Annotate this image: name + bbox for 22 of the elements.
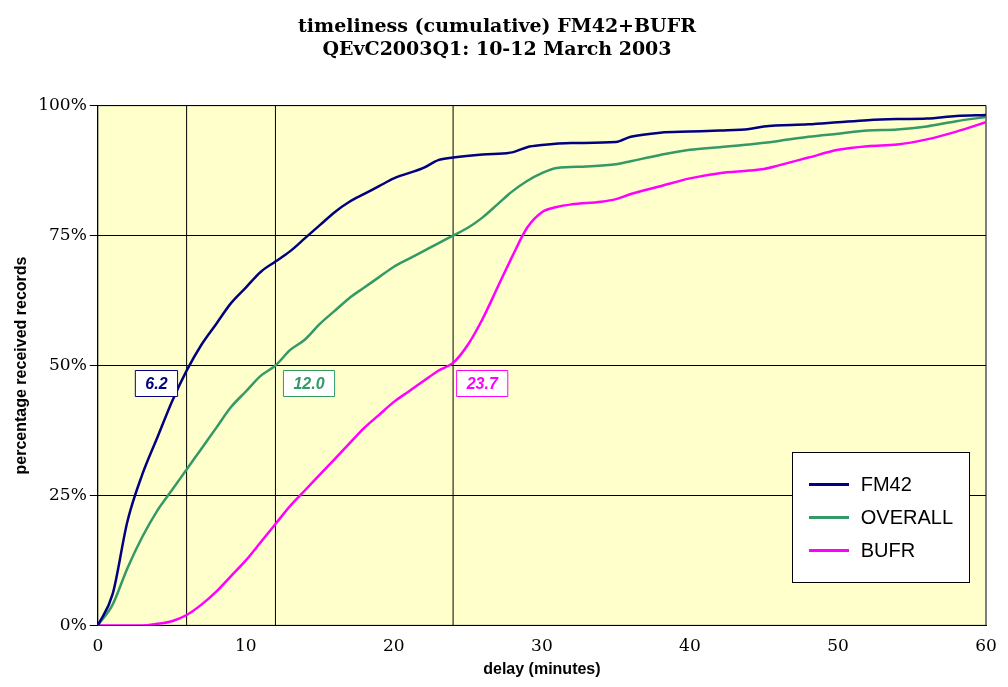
y-tick-label: 25% [49,483,87,504]
annotation: 23.7 [465,374,499,392]
y-tick-label: 0% [59,613,87,634]
x-tick-label: 50 [827,635,849,656]
legend-label: OVERALL [860,506,953,529]
x-tick-label: 40 [679,635,701,656]
annotation: 6.2 [145,374,168,392]
legend-label: BUFR [860,539,916,562]
y-tick-label: 100% [38,94,87,115]
annotation: 12.0 [293,374,325,392]
x-tick-label: 20 [383,635,405,656]
chart-title: timeliness (cumulative) FM42+BUFR [298,14,697,37]
y-axis-title: percentage received records [12,256,30,475]
x-tick-label: 0 [92,635,104,656]
x-axis-title: delay (minutes) [483,659,601,677]
y-tick-label: 50% [49,353,87,374]
x-tick-label: 60 [975,635,997,656]
chart-subtitle: QEvC2003Q1: 10-12 March 2003 [322,37,672,60]
legend-label: FM42 [860,473,912,496]
x-tick-label: 30 [531,635,553,656]
x-tick-label: 10 [235,635,257,656]
y-tick-label: 75% [49,223,87,244]
